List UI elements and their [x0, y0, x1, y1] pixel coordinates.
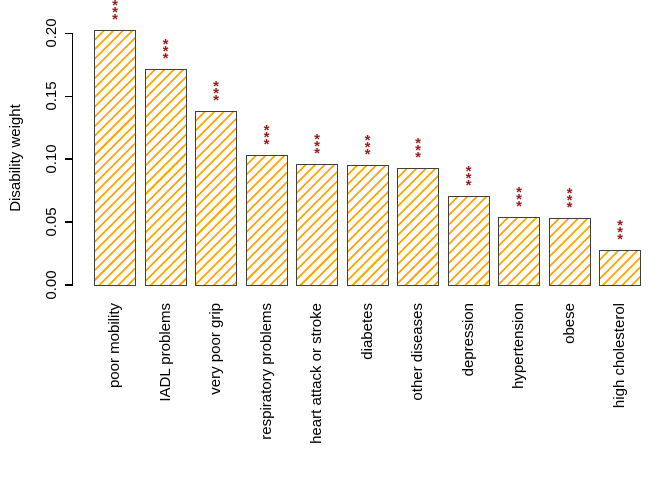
significance-star: *: [415, 142, 421, 159]
bar: [397, 168, 439, 287]
significance-star: *: [617, 216, 623, 234]
y-axis-tick-label: 0.15: [43, 81, 60, 111]
significance-star: *: [465, 169, 472, 187]
y-axis-tick-label: 0.05: [43, 207, 60, 237]
significance-star: *: [314, 131, 320, 149]
significance-star: *: [213, 92, 219, 110]
significance-star: *: [263, 129, 270, 147]
significance-star: *: [465, 176, 472, 194]
y-axis-tick-label: 0.00: [43, 270, 60, 300]
significance-star: *: [415, 135, 421, 152]
significance-stars: * * *: [560, 185, 580, 217]
significance-star: *: [112, 3, 118, 21]
bar: [245, 155, 288, 287]
significance-star: *: [213, 85, 219, 103]
significance-stars: * * *: [156, 35, 176, 67]
significance-star: *: [263, 136, 270, 154]
x-axis-category-label: hypertension: [510, 303, 527, 389]
significance-stars: * * *: [358, 132, 378, 164]
significance-star: *: [566, 185, 573, 203]
x-axis-category-label: very poor grip: [207, 303, 224, 395]
bar: [548, 218, 591, 287]
bar: [94, 29, 136, 287]
y-axis-tick: [64, 284, 72, 286]
significance-stars: * * *: [206, 78, 226, 110]
bar: [599, 249, 641, 287]
bar: [144, 68, 187, 287]
x-axis-category-label: diabetes: [358, 303, 376, 360]
bar: [447, 195, 490, 287]
significance-stars: * * *: [509, 184, 529, 216]
y-axis-tick: [64, 95, 72, 98]
significance-star: *: [415, 149, 421, 166]
significance-stars: * * *: [610, 216, 630, 248]
significance-star: *: [566, 192, 573, 210]
significance-star: *: [314, 138, 320, 156]
bar: [195, 111, 237, 287]
significance-star: *: [516, 191, 522, 209]
significance-stars: * * *: [105, 0, 125, 28]
significance-stars: * * *: [307, 131, 327, 163]
x-axis-category-label: depression: [459, 303, 477, 377]
x-axis-category-label: poor mobility: [106, 303, 123, 389]
significance-stars: * * *: [257, 122, 277, 154]
x-axis-category-label: respiratory problems: [257, 303, 275, 440]
significance-star: *: [465, 162, 472, 180]
bar: [346, 165, 389, 287]
y-axis-tick-label: 0.20: [43, 18, 60, 48]
significance-star: *: [617, 223, 623, 241]
significance-star: *: [566, 199, 573, 217]
significance-star: *: [162, 49, 169, 67]
y-axis-tick: [64, 32, 72, 35]
significance-star: *: [364, 132, 371, 150]
x-axis-category-label: heart attack or stroke: [308, 303, 325, 444]
y-axis-tick: [64, 221, 72, 223]
significance-star: *: [364, 146, 371, 164]
y-axis-tick-label: 0.10: [43, 144, 60, 174]
significance-star: *: [263, 122, 270, 140]
significance-star: *: [112, 10, 118, 28]
significance-star: *: [617, 230, 623, 248]
significance-star: *: [213, 78, 219, 96]
significance-star: *: [516, 184, 522, 202]
bar: [296, 164, 338, 287]
significance-star: *: [314, 145, 320, 163]
significance-star: *: [112, 0, 118, 14]
significance-star: *: [162, 42, 169, 60]
y-axis-tick: [64, 158, 72, 160]
significance-star: *: [162, 35, 169, 53]
significance-star: *: [364, 139, 371, 157]
x-axis-category-label: other diseases: [409, 303, 426, 401]
x-axis-category-label: high cholesterol: [611, 303, 628, 409]
x-axis-category-label: obese: [560, 303, 578, 344]
significance-star: *: [516, 198, 522, 216]
bar: [498, 217, 540, 287]
y-axis-line: [71, 32, 73, 286]
x-axis-category-label: IADL problems: [156, 303, 174, 402]
significance-stars: * * *: [408, 135, 428, 166]
significance-stars: * * *: [459, 162, 479, 194]
